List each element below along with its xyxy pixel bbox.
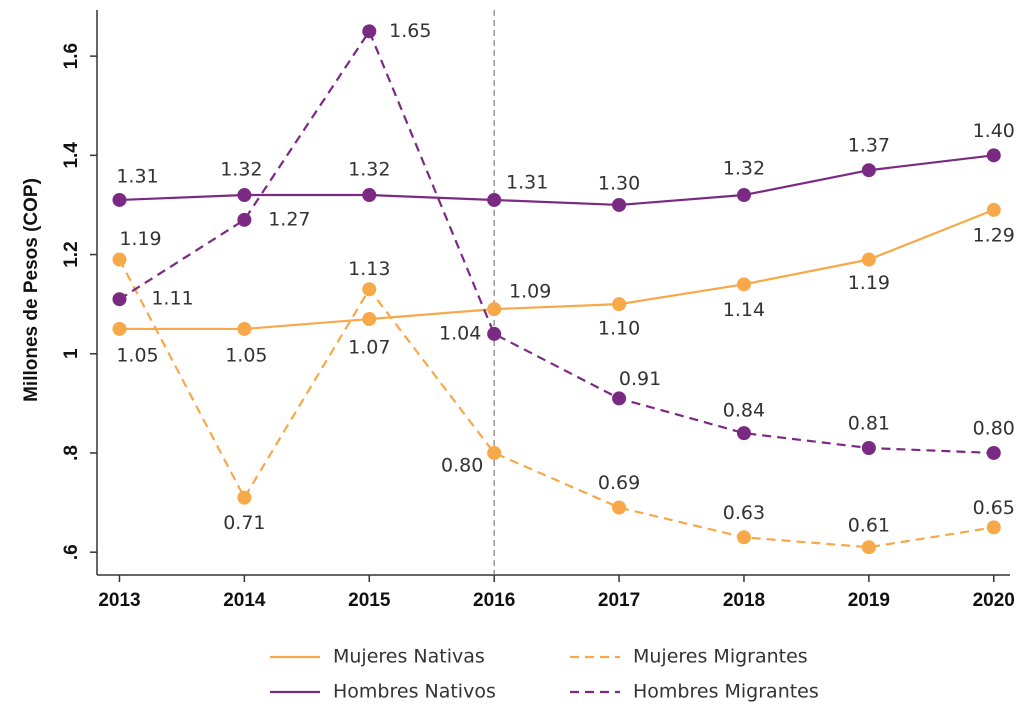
data-point (861, 252, 876, 267)
x-tick-label: 2015 (348, 590, 391, 611)
data-label: 1.32 (220, 159, 262, 181)
data-label: 1.30 (598, 172, 640, 194)
data-point (986, 148, 1001, 163)
data-label: 0.69 (598, 472, 640, 494)
data-point (237, 490, 252, 505)
data-point (237, 188, 252, 203)
x-tick-label: 2017 (598, 590, 640, 611)
data-point (112, 321, 127, 336)
data-label: 0.80 (973, 417, 1015, 439)
data-label: 1.19 (119, 228, 161, 250)
data-label: 1.32 (348, 159, 390, 181)
data-label: 1.09 (509, 281, 551, 303)
data-label: 1.05 (225, 344, 267, 366)
data-point (736, 188, 751, 203)
data-point (986, 202, 1001, 217)
data-label: 1.10 (598, 318, 640, 340)
data-point (362, 282, 377, 297)
y-tick-label: .6 (61, 544, 82, 560)
data-label: 1.14 (723, 299, 765, 321)
x-tick-label: 2019 (848, 590, 890, 611)
data-label: 0.61 (848, 515, 890, 537)
data-point (612, 297, 627, 312)
x-tick-label: 2020 (973, 590, 1015, 611)
data-point (112, 192, 127, 207)
data-point (861, 540, 876, 555)
y-tick-label: 1.6 (61, 43, 82, 69)
data-label: 1.40 (973, 120, 1015, 142)
data-label: 1.31 (506, 171, 548, 193)
data-point (612, 500, 627, 515)
legend-label: Hombres Nativos (333, 681, 496, 703)
data-point (487, 302, 502, 317)
data-label: 0.63 (723, 502, 765, 524)
data-point (362, 24, 377, 39)
data-point (237, 321, 252, 336)
data-point (861, 441, 876, 456)
data-point (362, 312, 377, 327)
data-label: 1.31 (116, 165, 158, 187)
y-tick-label: 1 (61, 348, 82, 359)
data-label: 1.29 (973, 224, 1015, 246)
data-label: 1.07 (348, 337, 390, 359)
data-label: 0.71 (223, 512, 265, 534)
y-axis-title: Millones de Pesos (COP) (21, 178, 42, 402)
data-point (112, 252, 127, 267)
data-label: 1.65 (389, 20, 431, 42)
series-line (119, 154, 994, 207)
data-point (112, 292, 127, 307)
data-point (861, 163, 876, 178)
data-label: 1.04 (439, 322, 481, 344)
legend-label: Mujeres Nativas (333, 646, 485, 668)
data-label: 1.05 (116, 344, 158, 366)
data-point (487, 326, 502, 341)
x-tick-label: 2018 (723, 590, 765, 611)
data-label: 0.84 (723, 400, 765, 422)
series-line (119, 208, 995, 331)
data-label: 0.91 (619, 368, 661, 390)
y-tick-label: .8 (61, 445, 82, 461)
data-label: 1.27 (268, 208, 310, 230)
data-point (487, 445, 502, 460)
data-point (237, 212, 252, 227)
data-label: 0.65 (973, 497, 1015, 519)
data-point (612, 391, 627, 406)
data-point (986, 520, 1001, 535)
data-label: 0.80 (441, 454, 483, 476)
data-label: 1.13 (348, 258, 390, 280)
x-tick-label: 2016 (473, 590, 515, 611)
data-point (736, 277, 751, 292)
data-label: 1.32 (723, 158, 765, 180)
x-tick-label: 2014 (223, 590, 266, 611)
legend-label: Hombres Migrantes (633, 681, 819, 703)
data-label: 1.37 (848, 135, 890, 157)
y-tick-label: 1.2 (61, 241, 82, 267)
y-tick-label: 1.4 (61, 142, 82, 169)
data-point (736, 530, 751, 545)
data-label: 0.81 (848, 413, 890, 435)
data-label: 1.19 (848, 272, 890, 294)
data-point (487, 192, 502, 207)
data-point (362, 188, 377, 203)
data-point (612, 197, 627, 212)
series-line (118, 259, 994, 549)
data-point (736, 426, 751, 441)
series-line (118, 28, 994, 455)
x-tick-label: 2013 (98, 590, 140, 611)
legend-label: Mujeres Migrantes (633, 646, 808, 668)
data-label: 1.11 (151, 288, 193, 310)
data-point (986, 445, 1001, 460)
